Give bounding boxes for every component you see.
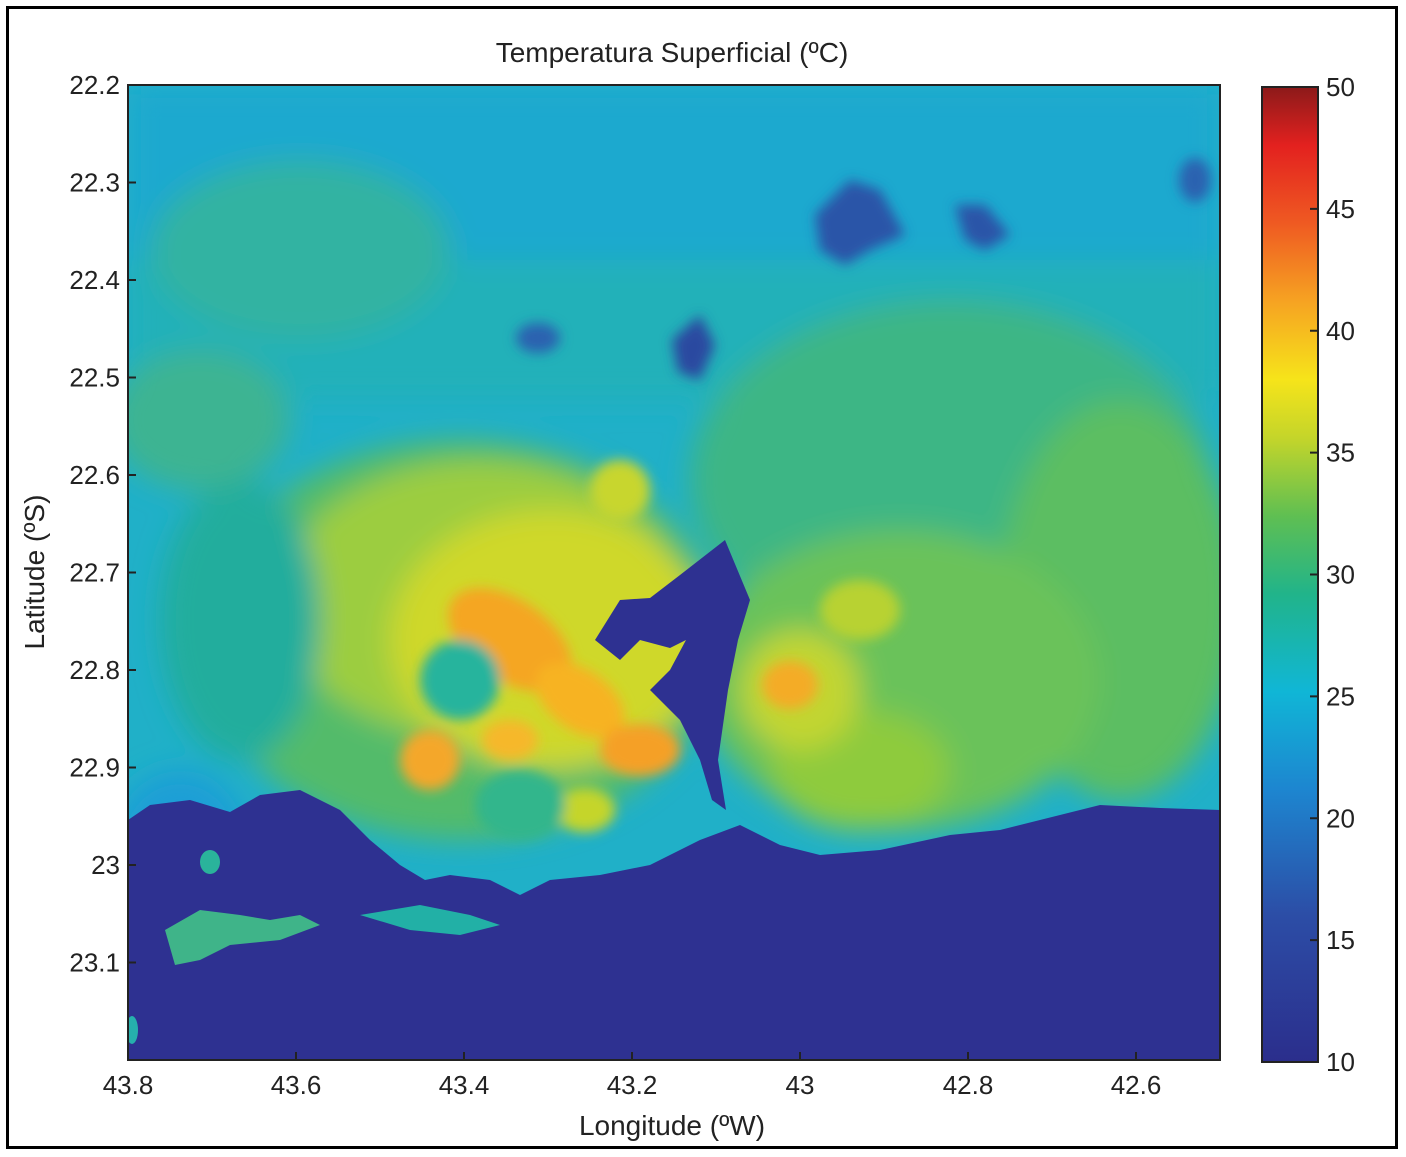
- colorbar-tick-label: 20: [1326, 803, 1355, 833]
- y-tick-label: 22.8: [69, 655, 120, 685]
- heatmap-field: [128, 85, 1220, 1060]
- colorbar-tick-label: 25: [1326, 681, 1355, 711]
- colorbar-ticks: 50 45 40 35 30 25 20 15 10: [1310, 72, 1355, 1077]
- colorbar-tick-label: 45: [1326, 194, 1355, 224]
- x-tick-label: 43: [786, 1070, 815, 1100]
- y-tick-label: 22.2: [69, 70, 120, 100]
- y-axis: 22.2 22.3 22.4 22.5 22.6 22.7 22.8 22.9 23 23.1: [69, 70, 136, 978]
- colorbar-tick-label: 30: [1326, 560, 1355, 590]
- y-tick-label: 22.6: [69, 460, 120, 490]
- x-tick-label: 42.8: [943, 1070, 994, 1100]
- y-tick-label: 22.9: [69, 753, 120, 783]
- chart-title: Temperatura Superficial (ºC): [496, 37, 849, 68]
- x-tick-label: 43.2: [607, 1070, 658, 1100]
- colorbar-tick-label: 40: [1326, 316, 1355, 346]
- x-axis-label: Longitude (ºW): [579, 1110, 765, 1141]
- colorbar-gradient: [1261, 86, 1319, 1063]
- x-tick-label: 43.6: [271, 1070, 322, 1100]
- x-tick-label: 42.6: [1111, 1070, 1162, 1100]
- y-tick-label: 22.3: [69, 168, 120, 198]
- y-axis-label: Latitude (ºS): [19, 495, 50, 650]
- y-tick-label: 23.1: [69, 948, 120, 978]
- figure-border: [6, 6, 1398, 1149]
- x-axis: 43.8 43.6 43.4 43.2 43 42.8 42.6: [103, 1052, 1162, 1100]
- colorbar-tick-label: 50: [1326, 72, 1355, 102]
- x-tick-label: 43.4: [439, 1070, 490, 1100]
- y-tick-label: 22.5: [69, 363, 120, 393]
- colorbar-tick-label: 10: [1326, 1047, 1355, 1077]
- y-tick-label: 22.4: [69, 265, 120, 295]
- colorbar-tick-label: 15: [1326, 925, 1355, 955]
- x-tick-label: 43.8: [103, 1070, 154, 1100]
- colorbar-tick-label: 35: [1326, 438, 1355, 468]
- y-tick-label: 22.7: [69, 558, 120, 588]
- colorbar: 50 45 40 35 30 25 20 15 10: [1261, 72, 1355, 1077]
- y-tick-label: 23: [91, 850, 120, 880]
